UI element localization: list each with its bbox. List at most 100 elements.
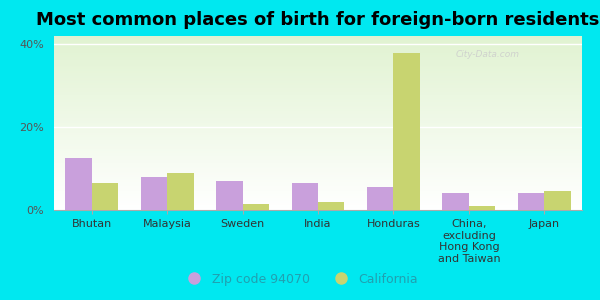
Bar [54, 121, 582, 123]
Bar [54, 200, 582, 201]
Bar [54, 69, 582, 71]
Bar [54, 160, 582, 161]
Bar [54, 74, 582, 76]
Bar [54, 81, 582, 83]
Bar [54, 93, 582, 95]
Bar [54, 71, 582, 73]
Bar [54, 100, 582, 102]
Bar [54, 132, 582, 134]
Bar [54, 128, 582, 130]
Bar [54, 78, 582, 80]
Bar [54, 175, 582, 177]
Bar [54, 107, 582, 109]
Bar [54, 156, 582, 158]
Bar [54, 142, 582, 144]
Bar [54, 201, 582, 203]
Bar [54, 109, 582, 111]
Bar [54, 67, 582, 69]
Bar [367, 187, 394, 210]
Bar [54, 62, 582, 64]
Bar [54, 114, 582, 116]
Bar [54, 76, 582, 78]
Bar [54, 48, 582, 50]
Bar [54, 41, 582, 43]
Bar [544, 191, 571, 210]
Bar [54, 52, 582, 53]
Bar [54, 66, 582, 67]
Bar [469, 206, 495, 210]
Bar [54, 116, 582, 118]
Bar [54, 134, 582, 135]
Bar [54, 153, 582, 154]
Bar [54, 64, 582, 66]
Bar [442, 194, 469, 210]
Bar [54, 111, 582, 112]
Bar [54, 179, 582, 180]
Bar [54, 38, 582, 40]
Bar [54, 40, 582, 41]
Bar [54, 167, 582, 168]
Bar [54, 135, 582, 137]
Bar [54, 163, 582, 165]
Bar [54, 83, 582, 85]
Bar [141, 177, 167, 210]
Bar [54, 170, 582, 172]
Bar [54, 173, 582, 175]
Bar [92, 183, 118, 210]
Bar [54, 88, 582, 90]
Bar [54, 137, 582, 139]
Bar [54, 177, 582, 179]
Bar [54, 161, 582, 163]
Bar [54, 149, 582, 151]
Bar [54, 118, 582, 119]
Legend: Zip code 94070, California: Zip code 94070, California [177, 268, 423, 291]
Bar [54, 147, 582, 149]
Bar [54, 151, 582, 153]
Bar [54, 189, 582, 191]
Bar [54, 90, 582, 92]
Bar [54, 43, 582, 45]
Bar [54, 97, 582, 99]
Bar [54, 172, 582, 173]
Bar [54, 206, 582, 208]
Bar [54, 92, 582, 93]
Bar [518, 194, 544, 210]
Bar [54, 198, 582, 200]
Bar [54, 55, 582, 57]
Bar [54, 182, 582, 184]
Bar [54, 60, 582, 62]
Bar [54, 57, 582, 58]
Bar [54, 184, 582, 186]
Bar [292, 183, 318, 210]
Bar [54, 80, 582, 81]
Bar [54, 180, 582, 182]
Bar [54, 86, 582, 88]
Bar [54, 208, 582, 210]
Bar [54, 123, 582, 125]
Bar [54, 36, 582, 38]
Bar [54, 146, 582, 147]
Bar [54, 73, 582, 74]
Bar [54, 168, 582, 170]
Bar [242, 204, 269, 210]
Bar [54, 193, 582, 194]
Bar [54, 50, 582, 52]
Bar [54, 158, 582, 160]
Bar [54, 196, 582, 198]
Bar [54, 127, 582, 128]
Bar [54, 119, 582, 121]
Bar [54, 130, 582, 132]
Bar [54, 194, 582, 196]
Bar [54, 45, 582, 46]
Bar [54, 139, 582, 140]
Bar [54, 99, 582, 100]
Bar [65, 158, 92, 210]
Text: City-Data.com: City-Data.com [455, 50, 519, 59]
Bar [54, 102, 582, 104]
Bar [54, 106, 582, 107]
Bar [54, 165, 582, 167]
Bar [54, 58, 582, 60]
Bar [54, 186, 582, 188]
Bar [216, 181, 242, 210]
Bar [54, 95, 582, 97]
